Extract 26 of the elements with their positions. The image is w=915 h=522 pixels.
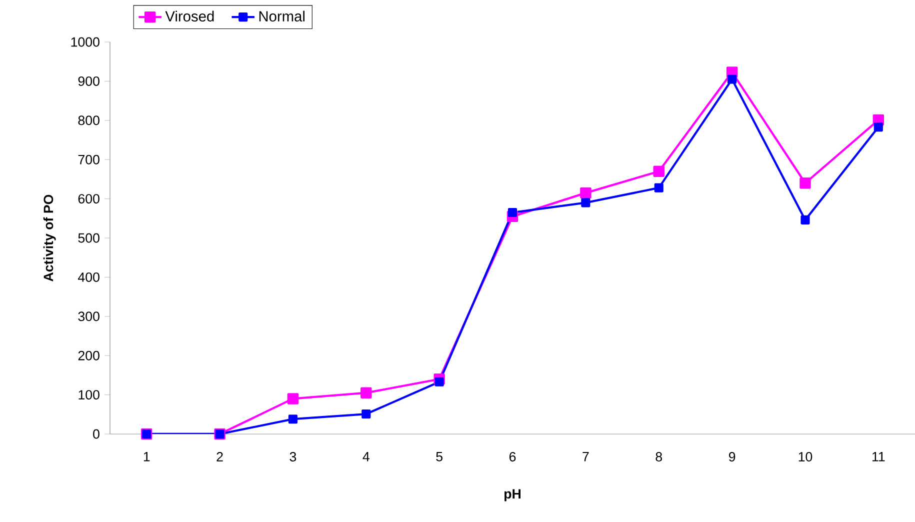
legend-label: Normal (259, 10, 304, 22)
x-tick-label: 6 (509, 452, 516, 462)
x-axis-title: pH (504, 489, 521, 502)
y-tick-label: 1000 (71, 37, 100, 47)
x-tick-label: 11 (872, 452, 885, 462)
y-tick-label: 600 (78, 194, 100, 204)
y-tick-label: 400 (78, 272, 100, 282)
x-tick-label: 3 (290, 452, 296, 462)
x-tick-label: 4 (362, 452, 370, 462)
x-tick-label: 1 (144, 452, 150, 462)
y-tick-label: 100 (78, 390, 100, 400)
x-tick-label: 7 (582, 452, 589, 462)
x-tick-label: 10 (798, 452, 812, 462)
y-tick-label: 800 (78, 116, 100, 126)
x-tick-label: 9 (728, 452, 736, 462)
y-tick-label: 500 (78, 233, 100, 243)
y-tick-label: 0 (93, 429, 100, 439)
y-axis-title: Activity of PO (43, 194, 56, 282)
x-tick-label: 8 (656, 452, 662, 462)
y-tick-label: 200 (78, 350, 100, 360)
y-tick-label: 900 (78, 76, 100, 86)
legend-label: Virosed (165, 10, 214, 22)
x-tick-label: 5 (436, 452, 442, 462)
x-tick-label: 2 (216, 452, 223, 462)
y-tick-label: 300 (78, 312, 100, 322)
y-tick-label: 700 (78, 154, 100, 164)
